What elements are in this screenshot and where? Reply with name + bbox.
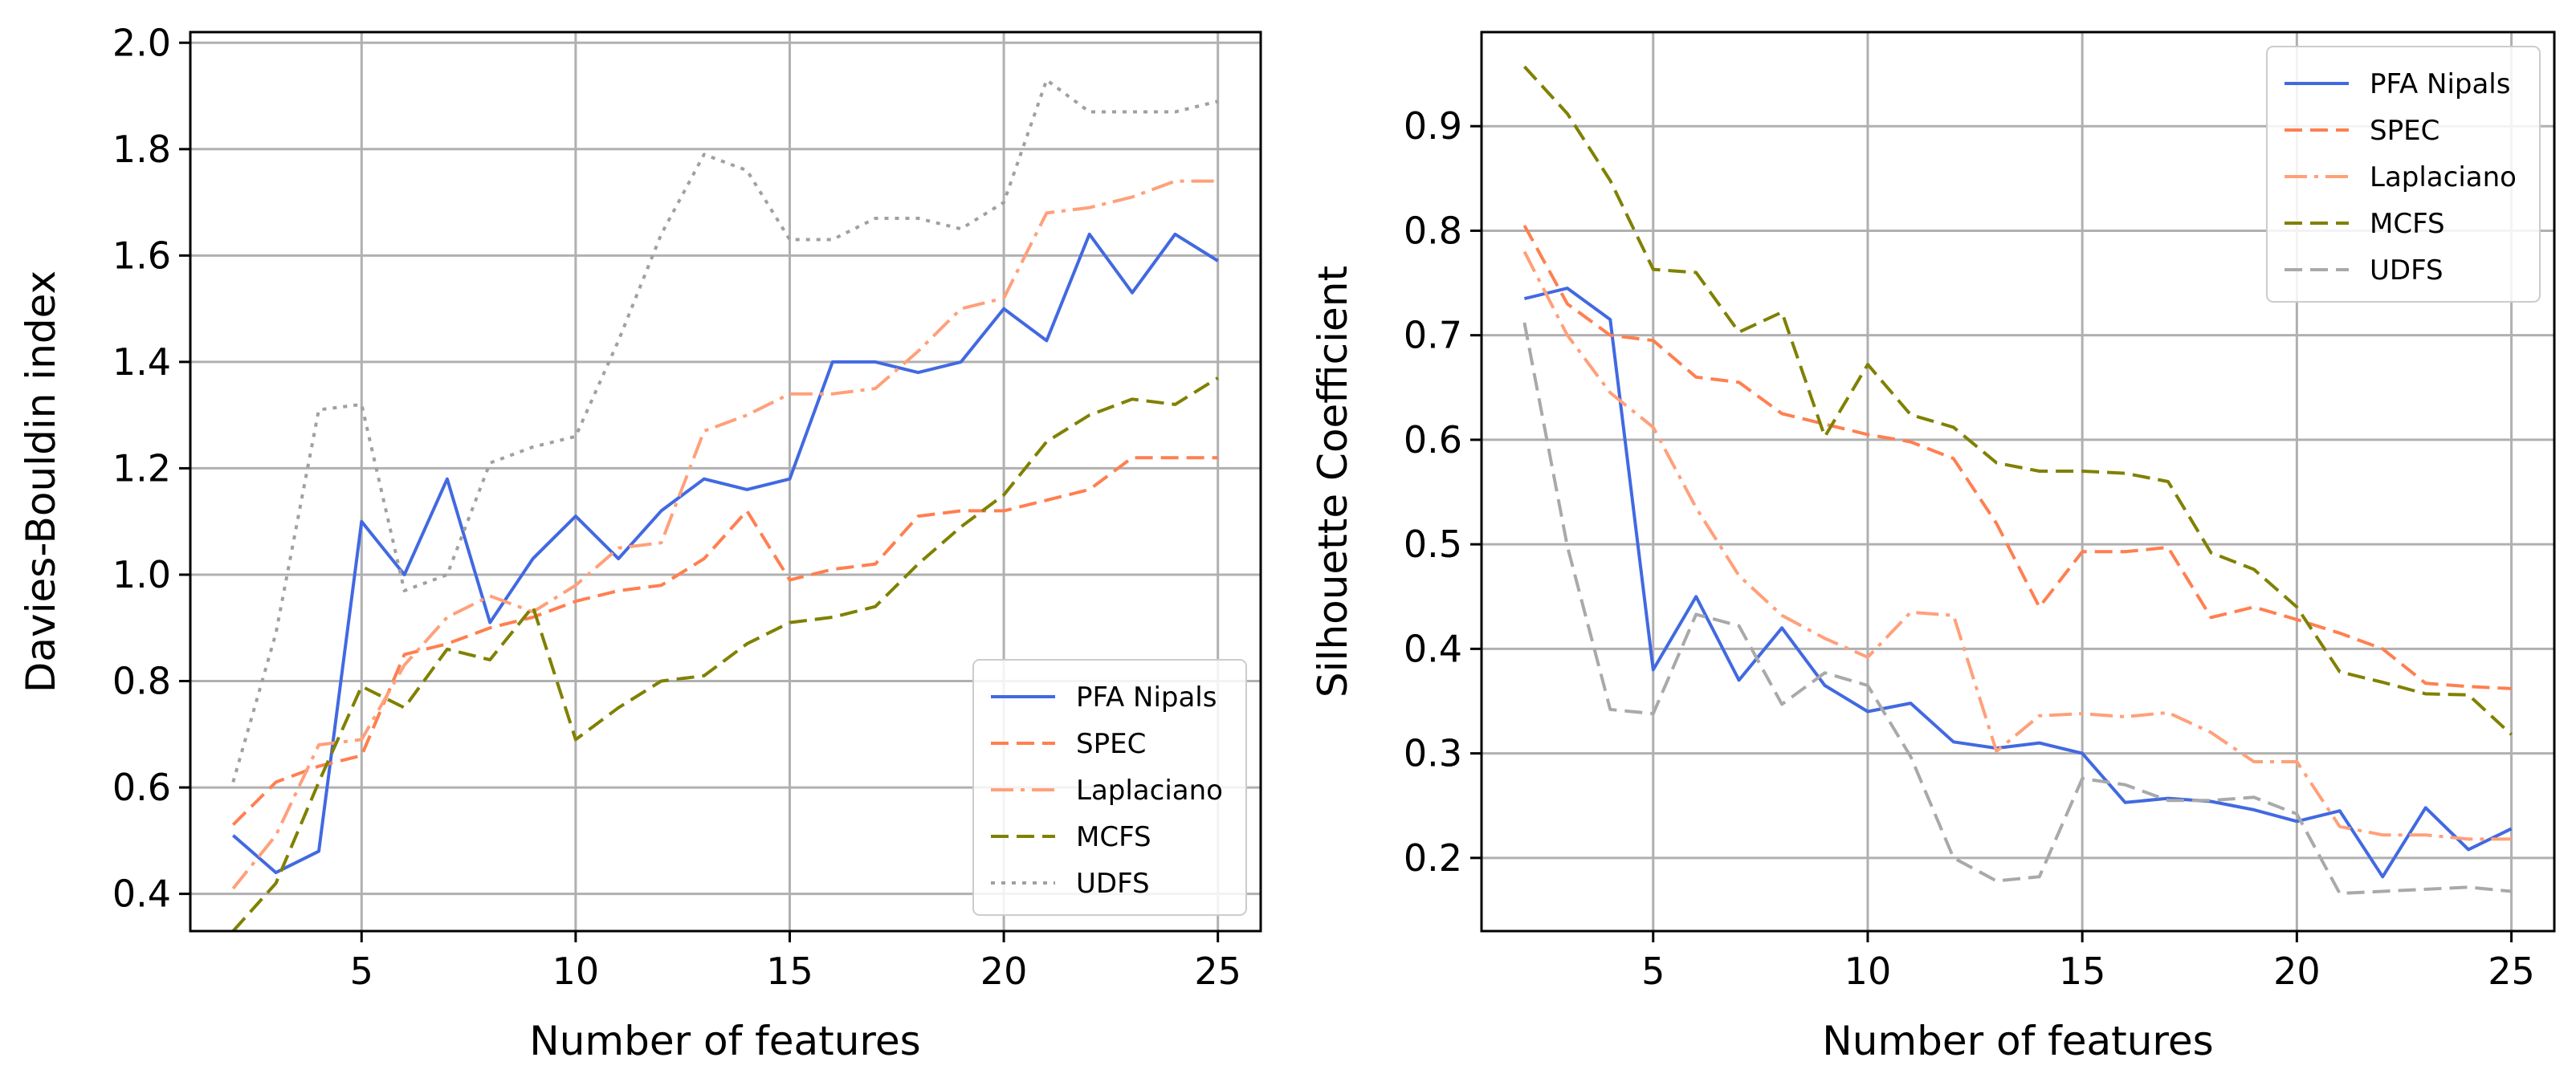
left-y-tick-label: 0.8 <box>112 660 171 703</box>
right-series-pfa-nipals <box>1523 287 2513 879</box>
right-x-tick-label: 10 <box>1844 950 1892 993</box>
right-legend-box <box>2266 46 2541 303</box>
right-legend-label: MCFS <box>2370 208 2445 240</box>
right-y-tick-label: 0.3 <box>1404 732 1462 775</box>
right-x-axis-label: Number of features <box>1822 1018 2213 1064</box>
right-y-tick-label: 0.6 <box>1404 418 1462 462</box>
right-legend-label: UDFS <box>2370 254 2444 287</box>
left-y-tick-label: 2.0 <box>112 21 171 64</box>
left-y-tick-label: 1.6 <box>112 234 171 277</box>
left-ticks: 5 10 15 20 25 0.4 0.6 0.8 1.0 1.2 1.4 1.6 1.8 2.0 <box>112 21 1241 993</box>
left-x-tick-label: 10 <box>552 950 600 993</box>
right-axes-frame <box>1480 31 2556 933</box>
left-y-tick-label: 1.2 <box>112 446 171 490</box>
right-series-udfs <box>1522 322 2512 896</box>
right-x-tick-label: 5 <box>1641 950 1665 993</box>
right-legend: PFA Nipals SPEC Laplaciano MCFS UDFS <box>2266 46 2541 303</box>
left-series-mcfs <box>231 376 1219 933</box>
right-series-mcfs <box>1522 65 2513 736</box>
right-y-tick-label: 0.5 <box>1404 523 1462 566</box>
right-series <box>1522 65 2513 896</box>
right-x-tick-label: 15 <box>2059 950 2106 993</box>
left-y-axis-label: Davies-Bouldin index <box>18 270 64 693</box>
left-series <box>231 78 1219 933</box>
left-series-laplaciano <box>231 179 1218 890</box>
left-chart: 5 10 15 20 25 0.4 0.6 0.8 1.0 1.2 1.4 1.6 1.8 2.0 Num… <box>18 21 1262 1064</box>
right-y-tick-label: 0.7 <box>1404 314 1462 357</box>
left-x-tick-label: 15 <box>766 950 813 993</box>
left-legend-label: UDFS <box>1076 868 1150 900</box>
right-y-axis-label: Silhouette Coefficient <box>1310 266 1356 698</box>
left-y-tick-label: 1.4 <box>112 340 171 384</box>
right-series-laplaciano <box>1522 250 2512 841</box>
left-x-tick-label: 25 <box>1194 950 1241 993</box>
right-legend-label: SPEC <box>2370 115 2439 147</box>
right-y-tick-label: 0.2 <box>1404 836 1462 880</box>
left-x-tick-label: 20 <box>980 950 1028 993</box>
left-y-tick-label: 1.8 <box>112 128 171 171</box>
left-legend-label: MCFS <box>1076 821 1151 853</box>
left-y-tick-label: 0.4 <box>112 872 171 916</box>
right-ticks: 5 10 15 20 25 0.2 0.3 0.4 0.5 0.6 0.7 0.8 0.9 <box>1404 104 2535 993</box>
right-x-tick-label: 20 <box>2273 950 2321 993</box>
right-series-spec <box>1522 224 2512 690</box>
right-y-tick-label: 0.9 <box>1404 104 1462 148</box>
left-x-axis-label: Number of features <box>529 1018 920 1064</box>
right-legend-label: Laplaciano <box>2370 161 2517 193</box>
left-legend-label: SPEC <box>1076 728 1146 760</box>
right-legend-label: PFA Nipals <box>2370 68 2510 100</box>
left-legend: PFA Nipals SPEC Laplaciano MCFS UDFS <box>972 659 1247 916</box>
left-series-spec <box>231 456 1218 826</box>
left-y-tick-label: 0.6 <box>112 766 171 809</box>
left-series-pfa-nipals <box>231 232 1219 875</box>
left-grid <box>190 32 1261 931</box>
right-y-tick-label: 0.4 <box>1404 627 1462 670</box>
left-legend-label: PFA Nipals <box>1076 681 1217 714</box>
right-chart: 5 10 15 20 25 0.2 0.3 0.4 0.5 0.6 0.7 0.8 0.9 Number… <box>1310 31 2556 1064</box>
left-y-tick-label: 1.0 <box>112 553 171 596</box>
right-y-tick-label: 0.8 <box>1404 209 1462 252</box>
left-legend-box <box>972 659 1247 916</box>
left-series-udfs <box>231 78 1219 783</box>
left-legend-label: Laplaciano <box>1076 775 1223 807</box>
left-x-tick-label: 5 <box>350 950 373 993</box>
left-axes-frame <box>189 31 1262 933</box>
right-x-tick-label: 25 <box>2488 950 2535 993</box>
